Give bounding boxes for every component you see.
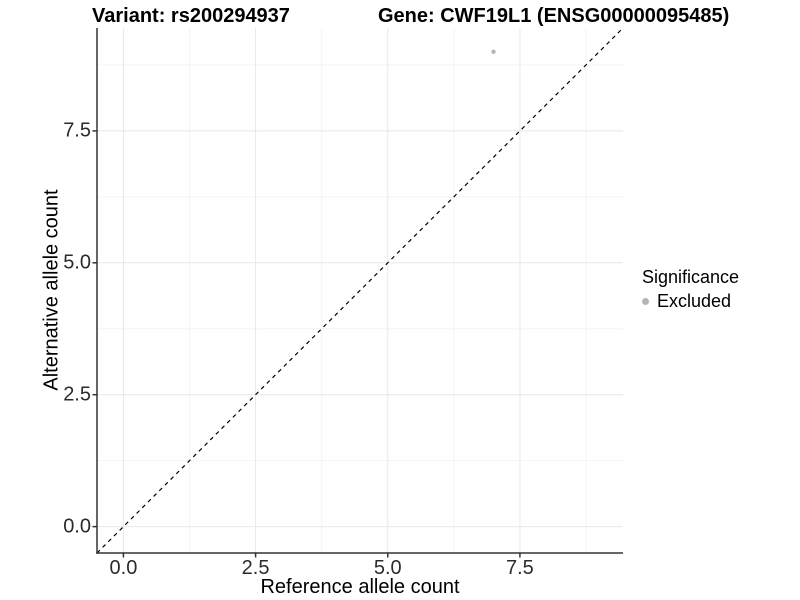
plot-title-gene: Gene: CWF19L1 (ENSG00000095485) [378, 5, 730, 27]
identity-dashed-line [96, 27, 624, 554]
plot-title-variant: Variant: rs200294937 [92, 5, 290, 27]
x-tick-label: 2.5 [241, 557, 270, 579]
plot-canvas [92, 27, 624, 558]
data-point [491, 49, 496, 54]
x-axis-title: Reference allele count [260, 576, 460, 598]
y-tick-label: 0.0 [63, 515, 91, 538]
legend-point-icon [642, 298, 649, 305]
y-axis-title: Alternative allele count [40, 189, 63, 391]
legend-item-label: Excluded [657, 291, 732, 311]
legend: Significance Excluded [642, 267, 739, 312]
y-tick-label: 7.5 [63, 119, 91, 142]
legend-title: Significance [642, 267, 740, 287]
plot-panel [92, 27, 624, 558]
x-tick-label: 5.0 [373, 557, 402, 579]
y-tick-label: 2.5 [63, 383, 91, 406]
legend-key [642, 298, 655, 305]
x-tick-label: 0.0 [109, 557, 138, 579]
y-tick-label: 5.0 [63, 251, 91, 274]
legend-item-excluded: Excluded [642, 291, 739, 312]
x-tick-label: 7.5 [506, 557, 534, 579]
